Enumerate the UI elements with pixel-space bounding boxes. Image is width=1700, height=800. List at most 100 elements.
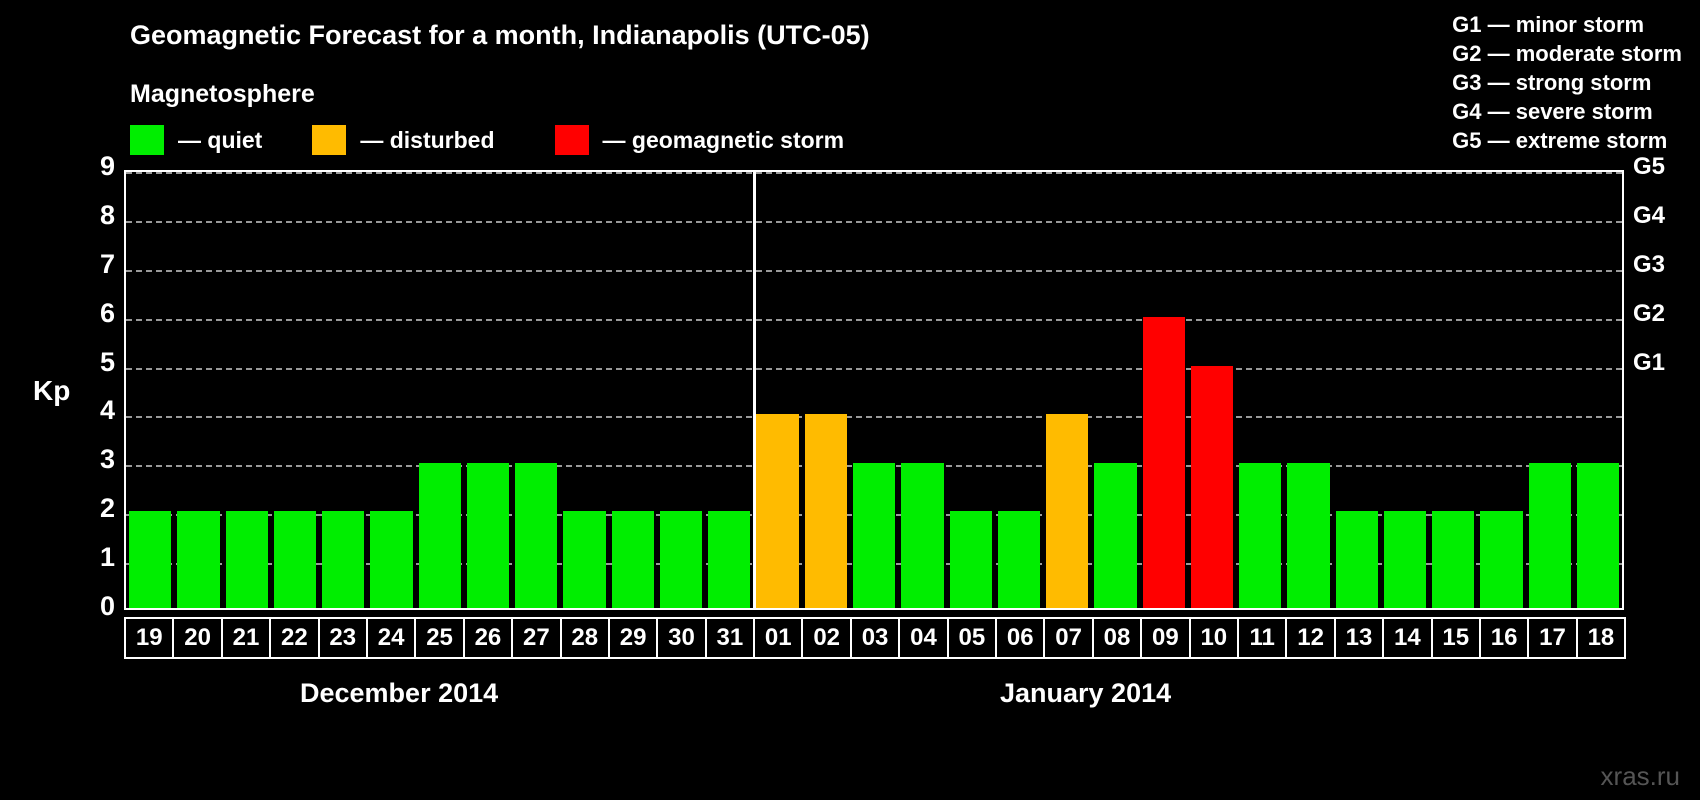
month-divider <box>753 172 757 608</box>
y-axis-tick-label: 9 <box>99 151 115 181</box>
date-label-21: 21 <box>220 617 272 659</box>
legend-label-quiet: — quiet <box>178 126 263 153</box>
bar-cell <box>126 172 174 608</box>
bar-03 <box>852 462 896 608</box>
y-axis-tick-label: 4 <box>99 395 115 426</box>
date-label-27: 27 <box>511 617 562 659</box>
legend-item-storm: — geomagnetic storm <box>554 125 844 155</box>
bar-series <box>126 172 1622 608</box>
bar-cell <box>850 172 898 608</box>
g-axis-tick-g3: G3 <box>1633 250 1666 278</box>
bar-cell <box>1429 172 1477 608</box>
g-scale-line-g1: G1 — minor storm <box>1452 12 1645 37</box>
bar-cell <box>1043 172 1091 608</box>
bar-24 <box>370 511 413 608</box>
gridline <box>126 269 1622 272</box>
y-axis-tick-label: 6 <box>99 297 115 328</box>
date-label-30: 30 <box>656 617 707 659</box>
bar-11 <box>1239 462 1282 608</box>
bar-cell <box>802 172 850 608</box>
bar-cell <box>174 172 222 608</box>
date-label-07: 07 <box>1043 617 1094 659</box>
date-label-05: 05 <box>946 617 998 659</box>
date-label-29: 29 <box>607 617 659 659</box>
date-label-28: 28 <box>559 617 610 659</box>
magnetosphere-legend: — quiet — disturbed — geomagnetic storm <box>130 125 844 155</box>
bar-17 <box>1528 462 1571 608</box>
bar-cell <box>1333 172 1381 608</box>
legend-label-disturbed: — disturbed <box>360 126 495 153</box>
bar-06 <box>997 511 1041 608</box>
g-scale-line-g2: G2 — moderate storm <box>1452 41 1682 66</box>
date-label-08: 08 <box>1091 617 1143 659</box>
date-label-11: 11 <box>1236 617 1288 659</box>
date-label-18: 18 <box>1575 617 1627 659</box>
bar-26 <box>466 462 510 608</box>
bar-25 <box>418 462 461 608</box>
bar-31 <box>708 511 751 608</box>
date-label-25: 25 <box>414 617 465 659</box>
g-scale-line-g3: G3 — strong storm <box>1452 70 1652 95</box>
date-label-10: 10 <box>1188 617 1239 659</box>
bar-19 <box>129 511 172 608</box>
date-label-20: 20 <box>172 617 223 659</box>
bar-07 <box>1046 414 1089 608</box>
g-axis-tick-g4: G4 <box>1633 201 1666 229</box>
bar-cell <box>416 172 464 608</box>
date-label-16: 16 <box>1478 617 1530 659</box>
bar-cell <box>1140 172 1188 608</box>
bar-cell <box>560 172 608 608</box>
date-label-19: 19 <box>124 617 175 659</box>
bar-cell <box>1188 172 1236 608</box>
bar-27 <box>515 462 558 608</box>
date-label-09: 09 <box>1140 617 1191 659</box>
date-label-24: 24 <box>365 617 417 659</box>
bar-16 <box>1480 511 1523 608</box>
date-label-31: 31 <box>704 617 756 659</box>
y-axis-tick-label: 2 <box>99 493 115 524</box>
gridline <box>126 220 1622 223</box>
bar-cell <box>367 172 415 608</box>
bar-18 <box>1576 462 1620 608</box>
date-label-03: 03 <box>849 617 901 659</box>
g-axis-tick-g1: G1 <box>1633 348 1666 376</box>
bar-05 <box>949 511 992 608</box>
bar-cell <box>609 172 657 608</box>
legend-swatch-storm <box>554 125 589 155</box>
date-label-06: 06 <box>995 617 1046 659</box>
legend-item-disturbed: — disturbed <box>312 125 495 155</box>
bar-15 <box>1432 511 1475 608</box>
bar-cell <box>995 172 1043 608</box>
bar-cell <box>1477 172 1525 608</box>
bar-09 <box>1142 317 1185 608</box>
month-label-left: December 2014 <box>300 678 499 708</box>
g-axis-tick-g2: G2 <box>1633 299 1666 327</box>
bar-29 <box>611 511 654 608</box>
bar-cell <box>1381 172 1429 608</box>
y-axis-tick-label: 3 <box>99 444 115 475</box>
date-label-13: 13 <box>1333 617 1385 659</box>
bar-cell <box>512 172 560 608</box>
bar-cell <box>1574 172 1622 608</box>
g-scale-line-g4: G4 — severe storm <box>1452 99 1653 124</box>
bar-cell <box>223 172 271 608</box>
bar-13 <box>1335 511 1378 608</box>
bar-cell <box>657 172 705 608</box>
date-label-17: 17 <box>1527 617 1578 659</box>
gridline <box>126 318 1622 321</box>
chart-subtitle: Magnetosphere <box>130 80 315 108</box>
g-axis-tick-g5: G5 <box>1633 153 1666 180</box>
date-label-15: 15 <box>1430 617 1481 659</box>
bar-21 <box>225 511 268 608</box>
y-axis-label: Kp <box>33 375 71 406</box>
legend-swatch-disturbed <box>312 125 347 155</box>
gridline <box>126 416 1622 419</box>
bar-08 <box>1094 462 1137 608</box>
month-label-right: January 2014 <box>1000 678 1172 708</box>
date-label-22: 22 <box>269 617 320 659</box>
bar-23 <box>322 511 365 608</box>
date-label-12: 12 <box>1285 617 1336 659</box>
date-label-01: 01 <box>753 617 804 659</box>
bar-cell <box>1284 172 1332 608</box>
